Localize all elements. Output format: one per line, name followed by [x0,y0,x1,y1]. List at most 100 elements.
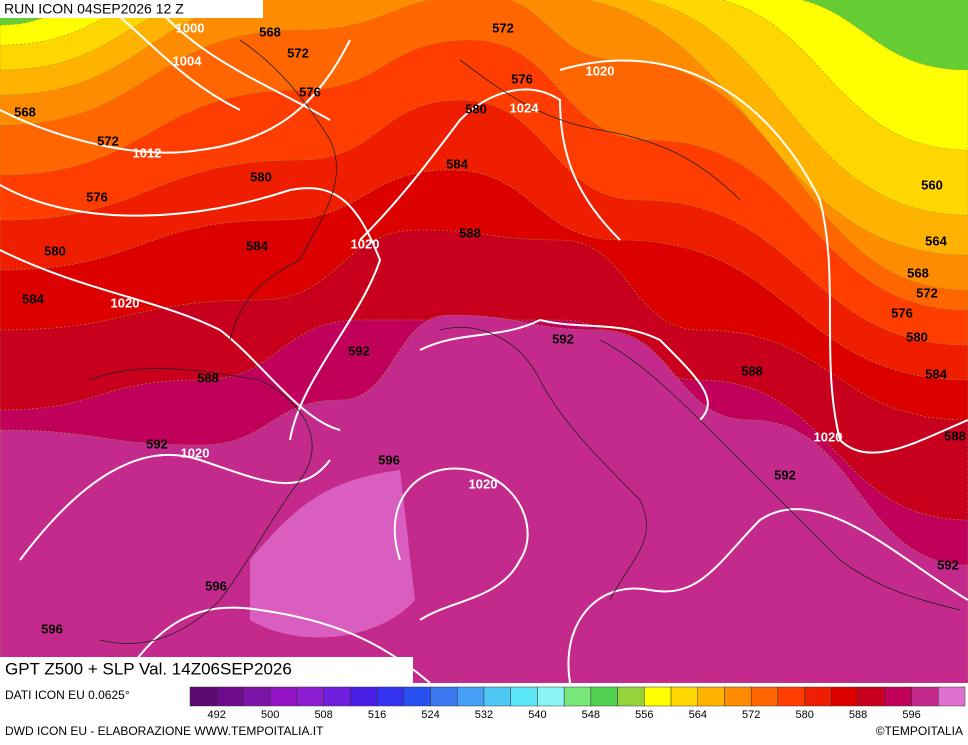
colorbar-label: 516 [368,709,386,721]
isobar [567,508,968,684]
contour-label: 572 [492,20,514,35]
run-label: RUN ICON 04SEP2026 12 Z [4,1,184,17]
coastline [89,368,313,644]
contour-label: 596 [378,452,400,467]
contour-label: 580 [44,243,66,258]
colorbar-swatch [430,686,458,707]
map-title: GPT Z500 + SLP Val. 14Z06SEP2026 [5,659,292,678]
contour-label: 1000 [176,20,205,35]
isobar [393,467,529,621]
contour-label: 1024 [510,100,540,115]
isobar [359,88,621,241]
colorbar-swatch [510,686,538,707]
contour-label: 588 [197,370,219,385]
colorbar-swatch [483,686,511,707]
contour-label: 580 [250,169,272,184]
contour-label: 584 [446,156,468,171]
colorbar-label: 540 [528,709,546,721]
contour-label: 588 [459,225,481,240]
colorbar-label: 524 [421,709,439,721]
colorbar-swatch [350,686,378,707]
contour-label: 572 [916,285,938,300]
contour-label: 588 [741,363,763,378]
isobar [19,453,331,561]
isobar [149,0,331,121]
colorbar-swatch [617,686,645,707]
title-box [0,657,413,683]
colorbar-swatch [911,686,939,707]
colorbar-swatch [537,686,565,707]
height-bands [0,0,968,684]
contour-label: 560 [921,177,943,192]
colorbar-swatch [724,686,752,707]
colorbar-swatch [456,686,485,707]
colorbar-swatch [376,686,405,707]
colorbar-label: 564 [689,709,707,721]
contour-label: 592 [937,557,959,572]
colorbar-label: 580 [795,709,813,721]
contour-label: 596 [205,578,227,593]
colorbar-label: 532 [475,709,493,721]
colorbar-swatch [884,686,912,707]
colorbar-swatch [777,686,805,707]
contour-label: 592 [146,436,168,451]
contour-label: 568 [259,24,281,39]
colorbar-swatch [644,686,672,707]
isobars [0,0,968,684]
colorbar-label: 572 [742,709,760,721]
colorbar-swatch [403,686,431,707]
colorbar-swatch [857,686,886,707]
colorbar: 492 500 508 516 524 532 540 548 556 564 572 580 588 5… [189,686,966,721]
coastline [229,39,337,341]
colorbar-swatch [804,686,832,707]
contour-label: 1020 [586,63,615,78]
colorbar-swatch [590,686,618,707]
contour-label: 568 [14,104,36,119]
contour-label: 576 [299,84,321,99]
colorbar-swatch [296,686,324,707]
isobar [119,606,431,684]
contour-label: 572 [97,133,119,148]
contour-label: 584 [246,238,268,253]
colorbar-swatch [216,686,244,707]
contour-label: 592 [348,343,370,358]
contour-label: 596 [41,621,63,636]
colorbar-label: 492 [208,709,226,721]
contour-label: 584 [22,291,44,306]
contour-label: 588 [944,428,966,443]
source-label: DATI ICON EU 0.0625° [5,688,130,702]
contour-label: 584 [925,366,947,381]
coastline [599,339,961,611]
isobar [559,59,968,454]
isobar [0,184,382,441]
contour-label: 1020 [469,476,498,491]
contour-label: 576 [511,71,533,86]
colorbar-swatch [938,686,966,707]
colorbar-swatch [831,686,859,707]
contour-label: 1020 [181,445,210,460]
contour-label: 1004 [173,53,203,68]
isobar [0,39,351,154]
contour-label: 1020 [814,429,843,444]
colorbar-swatch [670,686,699,707]
colorbar-swatch [189,686,217,707]
colorbar-swatch [750,686,779,707]
colorbar-swatch [563,686,592,707]
contour-label: 576 [891,305,913,320]
contour-label: 576 [86,189,108,204]
coastline [439,327,647,601]
colorbar-label: 588 [849,709,867,721]
contour-label: 1012 [133,145,162,160]
contour-label: 592 [774,467,796,482]
contour-label: 592 [552,331,574,346]
contour-label: 564 [925,233,947,248]
colorbar-swatch [243,686,271,707]
isobar [0,249,341,431]
colorbar-label: 500 [261,709,279,721]
contour-label: 568 [907,265,929,280]
colorbar-label: 596 [902,709,920,721]
contour-label: 580 [465,101,487,116]
colorbar-label: 548 [582,709,600,721]
